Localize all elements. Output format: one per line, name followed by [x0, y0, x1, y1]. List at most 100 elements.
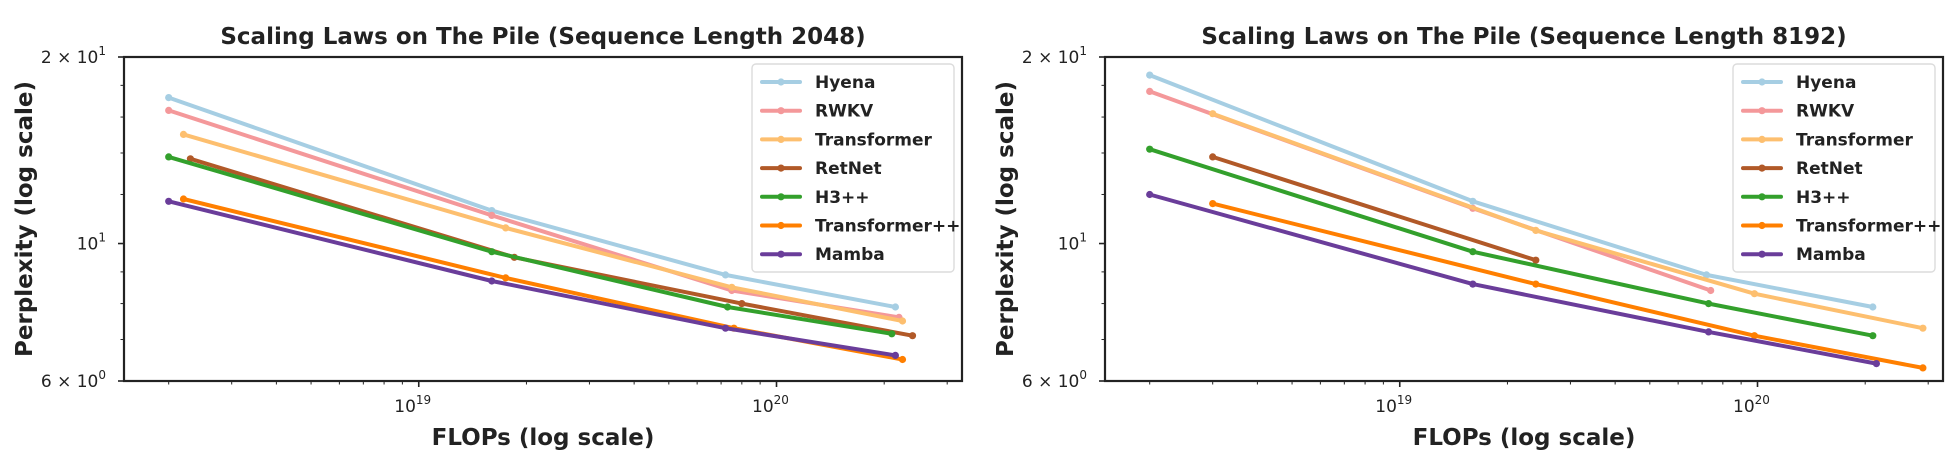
- data-point-hyena-2: [721, 271, 730, 279]
- data-point-h3pp-1: [488, 248, 496, 256]
- data-point-transformerpp-0: [1209, 200, 1217, 208]
- data-point-retnet-3: [908, 332, 917, 340]
- x-axis-label: FLOPs (log scale): [1413, 425, 1636, 451]
- legend-label-transformerpp: Transformer++: [815, 217, 960, 237]
- data-point-mamba-0: [165, 197, 173, 205]
- legend-label-mamba: Mamba: [815, 245, 885, 265]
- legend-marker-mamba: [1758, 250, 1766, 258]
- plot-area-frame: [122, 55, 964, 383]
- data-point-hyena-1: [1469, 197, 1477, 205]
- data-point-h3pp-0: [1146, 145, 1154, 153]
- legend-label-retnet: RetNet: [1796, 159, 1863, 179]
- chart-panel-2: Scaling Laws on The Pile (Sequence Lengt…: [993, 24, 1945, 451]
- data-point-hyena-0: [165, 94, 173, 102]
- data-point-mamba-3: [1872, 360, 1880, 368]
- data-point-transformerpp-3: [898, 355, 907, 364]
- x-tick-label: 1020: [752, 393, 789, 417]
- data-point-transformer-3: [898, 317, 907, 325]
- chart-title: Scaling Laws on The Pile (Sequence Lengt…: [1201, 24, 1846, 50]
- data-point-hyena-2: [1702, 271, 1711, 279]
- x-tick-label: 1019: [1375, 393, 1412, 417]
- data-point-mamba-0: [1146, 190, 1154, 199]
- data-point-hyena-3: [1869, 303, 1877, 311]
- data-point-mamba-2: [1705, 328, 1713, 336]
- legend-marker-retnet: [1758, 164, 1766, 172]
- legend-label-rwkv: RWKV: [1796, 102, 1855, 122]
- legend-label-transformerpp: Transformer++: [1796, 217, 1941, 237]
- data-point-hyena-0: [1146, 71, 1154, 79]
- series-line-retnet: [188, 156, 915, 338]
- data-point-h3pp-0: [165, 153, 173, 161]
- series-line-transformer: [181, 132, 905, 323]
- data-point-transformerpp-1: [502, 274, 510, 282]
- legend-label-h3pp: H3++: [1796, 188, 1851, 208]
- data-point-retnet-2: [738, 300, 746, 308]
- series-line-mamba: [166, 199, 898, 358]
- legend-marker-transformer: [777, 135, 785, 143]
- legend-marker-hyena: [1758, 78, 1766, 86]
- data-point-transformer-0: [1209, 110, 1217, 118]
- legend-marker-transformerpp: [777, 221, 785, 230]
- data-point-hyena-3: [891, 303, 900, 311]
- x-tick-label: 1019: [394, 393, 431, 417]
- data-point-transformerpp-0: [179, 195, 188, 203]
- legend-label-h3pp: H3++: [815, 188, 870, 208]
- legend-marker-h3pp: [777, 193, 785, 201]
- legend-marker-transformerpp: [1758, 221, 1766, 230]
- legend-marker-transformer: [1758, 135, 1766, 143]
- data-point-transformerpp-1: [1532, 280, 1540, 288]
- legend-marker-retnet: [777, 164, 785, 172]
- series-line-transformer: [1210, 111, 1925, 331]
- data-point-transformerpp-2: [1750, 332, 1758, 340]
- data-point-retnet-0: [186, 155, 194, 163]
- y-tick-label: 6 × 100: [1022, 368, 1087, 392]
- data-point-mamba-2: [721, 324, 730, 332]
- data-point-h3pp-2: [724, 303, 732, 311]
- x-tick-label: 1020: [1733, 393, 1770, 417]
- data-point-h3pp-1: [1469, 248, 1477, 256]
- data-point-h3pp-3: [1869, 332, 1877, 340]
- series-line-hyena: [166, 95, 898, 309]
- y-axis-label: Perplexity (log scale): [12, 81, 38, 357]
- legend-box: [751, 63, 955, 273]
- y-tick-label: 101: [1058, 231, 1087, 255]
- series-line-hyena: [1147, 73, 1875, 309]
- x-axis-label: FLOPs (log scale): [432, 425, 655, 451]
- data-point-h3pp-2: [1705, 300, 1713, 308]
- data-point-transformerpp-3: [1919, 364, 1927, 372]
- legend-marker-mamba: [777, 250, 785, 258]
- series-line-retnet: [1210, 154, 1538, 263]
- series-line-h3pp: [166, 154, 894, 336]
- data-point-transformer-0: [179, 130, 188, 138]
- legend-box: [1732, 63, 1936, 273]
- data-point-mamba-3: [891, 351, 900, 359]
- legend-label-hyena: Hyena: [1796, 73, 1856, 93]
- chart-panel-1: Scaling Laws on The Pile (Sequence Lengt…: [12, 24, 964, 451]
- data-point-rwkv-0: [1146, 87, 1154, 95]
- y-tick-label: 2 × 101: [1022, 44, 1087, 68]
- data-point-retnet-0: [1209, 153, 1217, 161]
- chart-title: Scaling Laws on The Pile (Sequence Lengt…: [220, 24, 865, 50]
- series-line-h3pp: [1147, 147, 1875, 338]
- series-line-transformerpp: [1210, 201, 1925, 370]
- y-tick-label: 101: [77, 231, 106, 255]
- y-tick-label: 2 × 101: [41, 44, 106, 68]
- data-point-rwkv-2: [1707, 286, 1715, 295]
- legend-marker-hyena: [777, 78, 785, 86]
- plot-area-frame: [1103, 55, 1945, 383]
- data-point-mamba-1: [1469, 280, 1477, 288]
- legend-marker-h3pp: [1758, 193, 1766, 201]
- data-point-transformer-3: [1919, 324, 1927, 332]
- legend-label-mamba: Mamba: [1796, 245, 1866, 265]
- data-point-transformer-1: [502, 224, 510, 232]
- legend-marker-rwkv: [1758, 107, 1766, 115]
- data-point-transformer-2: [728, 283, 736, 291]
- data-point-retnet-1: [1532, 256, 1540, 264]
- y-tick-label: 6 × 100: [41, 368, 106, 392]
- data-point-transformer-2: [1750, 290, 1758, 298]
- y-axis-label: Perplexity (log scale): [993, 81, 1019, 357]
- legend-label-transformer: Transformer: [815, 130, 933, 150]
- data-point-rwkv-1: [488, 211, 496, 219]
- legend-label-transformer: Transformer: [1796, 130, 1914, 150]
